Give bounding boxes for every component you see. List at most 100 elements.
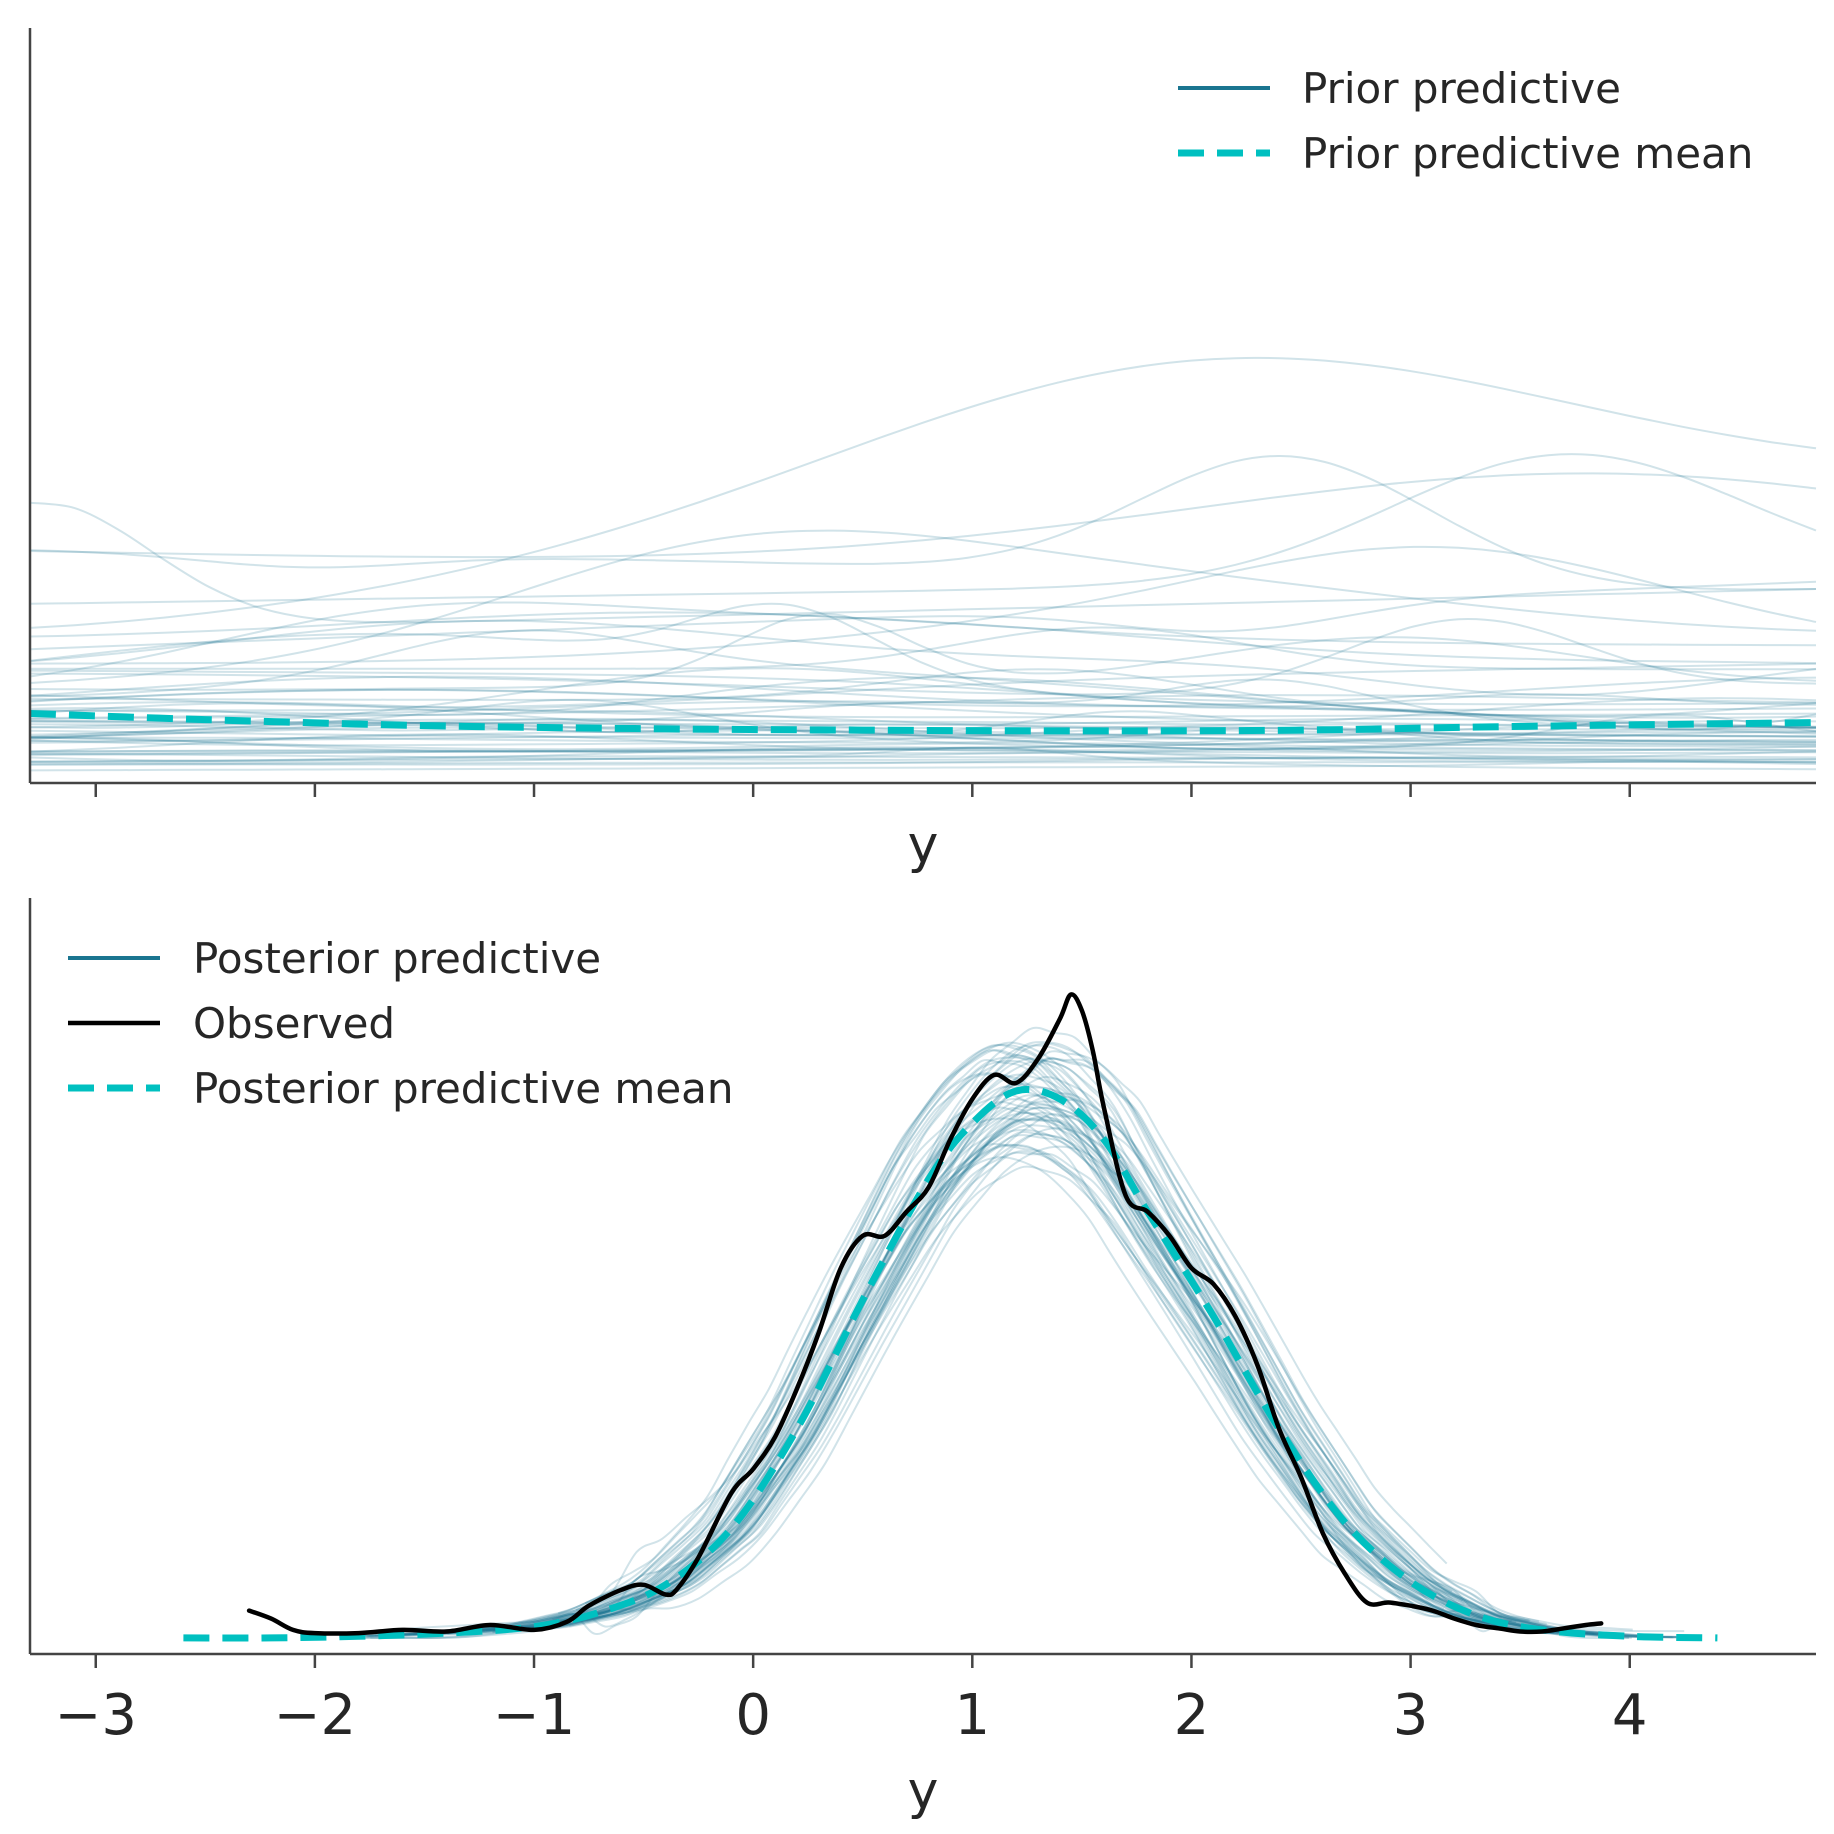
- posterior-predictive-sample-line: [382, 1054, 1513, 1637]
- prior-predictive-sample-line: [29, 669, 1817, 731]
- prior-predictive-sample-line: [29, 629, 1817, 728]
- posterior-x-tick-label: −3: [54, 1683, 137, 1748]
- prior-predictive-sample-line: [30, 748, 1817, 763]
- posterior-predictive-sample-line: [492, 1075, 1645, 1637]
- posterior-predictive-sample-line: [366, 1145, 1643, 1638]
- legend-label-prior-predictive-mean: Prior predictive mean: [1302, 129, 1753, 178]
- posterior-predictive-sample-line: [557, 1059, 1480, 1624]
- prior-predictive-sample-line: [29, 708, 1817, 738]
- posterior-predictive-sample-line: [543, 1050, 1448, 1629]
- posterior-predictive-sample-line: [542, 1094, 1529, 1630]
- posterior-predictive-sample-line: [510, 1143, 1506, 1628]
- prior-predictive-sample-line: [29, 453, 1817, 605]
- posterior-predictive-sample-line: [515, 1111, 1453, 1631]
- prior-predictive-panel: y Prior predictive Prior predictive mean: [28, 28, 1817, 875]
- posterior-legend: Posterior predictive Observed Posterior …: [68, 934, 734, 1113]
- prior-predictive-mean-line: [29, 710, 1817, 735]
- posterior-predictive-sample-line: [345, 1116, 1676, 1639]
- prior-x-ticks: [94, 783, 1631, 797]
- posterior-x-tick-label: 0: [735, 1683, 771, 1748]
- posterior-predictive-sample-line: [457, 1049, 1565, 1635]
- prior-predictive-sample-line: [30, 626, 1816, 671]
- prior-predictive-sample-line: [29, 668, 1817, 719]
- prior-predictive-sample-line: [29, 694, 1817, 720]
- posterior-predictive-sample-line: [456, 1060, 1599, 1635]
- posterior-predictive-sample-line: [557, 1056, 1464, 1628]
- prior-predictive-sample-line: [29, 667, 1817, 729]
- posterior-x-ticks: −3 −2 −1 0 1 2 3 4: [54, 1654, 1648, 1748]
- posterior-x-tick-label: −2: [274, 1683, 357, 1748]
- prior-predictive-sample-line: [29, 738, 1816, 755]
- posterior-predictive-sample-line: [589, 1042, 1585, 1632]
- legend-label-observed: Observed: [193, 999, 395, 1048]
- legend-label-prior-predictive: Prior predictive: [1302, 64, 1621, 113]
- posterior-x-tick-label: 3: [1393, 1683, 1429, 1748]
- prior-predictive-sample-line: [29, 601, 1817, 678]
- prior-predictive-sample-line: [29, 755, 1817, 762]
- posterior-x-tick-label: 4: [1612, 1683, 1648, 1748]
- observed-layer: [246, 992, 1604, 1636]
- prior-predictive-sample-line: [29, 662, 1817, 709]
- posterior-predictive-sample-line: [359, 1117, 1584, 1637]
- posterior-x-tick-label: 2: [1174, 1683, 1210, 1748]
- posterior-predictive-sample-line: [360, 1056, 1571, 1637]
- prior-predictive-sample-line: [29, 545, 1817, 665]
- prior-predictive-sample-line: [29, 676, 1817, 730]
- prior-predictive-sample-line: [29, 619, 1817, 696]
- posterior-predictive-panel: −3 −2 −1 0 1 2 3 4 y Posterior predictive Obser…: [28, 898, 1816, 1821]
- posterior-predictive-sample-line: [502, 1127, 1688, 1638]
- prior-predictive-sample-line: [29, 611, 1817, 647]
- posterior-x-axis-label: y: [908, 1761, 939, 1821]
- posterior-predictive-sample-line: [569, 1113, 1531, 1627]
- prior-predictive-mean-layer: [29, 710, 1817, 735]
- posterior-predictive-sample-line: [503, 1041, 1548, 1629]
- prior-predictive-sample-line: [29, 726, 1816, 747]
- posterior-predictive-sample-line: [447, 1043, 1499, 1636]
- prior-predictive-sample-line: [29, 618, 1817, 696]
- prior-predictive-sample-line: [29, 698, 1817, 752]
- legend-label-posterior-predictive: Posterior predictive: [193, 934, 601, 983]
- posterior-predictive-sample-line: [574, 1106, 1567, 1632]
- posterior-predictive-sample-line: [374, 1106, 1517, 1633]
- posterior-x-tick-label: 1: [954, 1683, 990, 1748]
- observed-line: [246, 992, 1604, 1636]
- posterior-predictive-sample-line: [586, 1057, 1629, 1640]
- prior-predictive-sample-line: [29, 722, 1817, 753]
- prior-predictive-sample-line: [29, 728, 1817, 757]
- prior-predictive-sample-line: [29, 736, 1817, 759]
- posterior-predictive-sample-line: [384, 1099, 1503, 1638]
- legend-label-posterior-predictive-mean: Posterior predictive mean: [193, 1064, 734, 1113]
- prior-predictive-sample-line: [29, 472, 1817, 559]
- prior-predictive-sample-line: [29, 750, 1817, 763]
- prior-predictive-sample-line: [29, 733, 1817, 746]
- prior-predictive-sample-line: [29, 707, 1817, 738]
- prior-predictive-sample-line: [29, 729, 1817, 748]
- prior-predictive-sample-line: [29, 678, 1817, 735]
- prior-predictive-sample-line: [29, 746, 1817, 771]
- prior-predictive-sample-line: [29, 752, 1817, 761]
- prior-predictive-sample-line: [29, 736, 1817, 753]
- posterior-predictive-mean-line: [183, 1085, 1718, 1642]
- prior-predictive-sample-line: [29, 756, 1817, 766]
- prior-predictive-sample-line: [29, 717, 1817, 752]
- prior-predictive-sample-line: [29, 710, 1817, 744]
- prior-predictive-sample-line: [29, 676, 1817, 708]
- posterior-predictive-sample-line: [516, 1092, 1633, 1631]
- prior-predictive-sample-line: [29, 760, 1817, 766]
- posterior-predictive-sample-line: [485, 1131, 1596, 1635]
- prior-x-axis-label: y: [908, 815, 939, 875]
- prior-predictive-sample-line: [29, 454, 1817, 591]
- prior-predictive-sample-line: [29, 729, 1817, 743]
- posterior-predictive-sample-line: [499, 1143, 1559, 1635]
- prior-predictive-sample-line: [29, 529, 1817, 684]
- posterior-predictive-sample-line: [477, 1093, 1582, 1635]
- prior-predictive-sample-line: [29, 714, 1817, 751]
- prior-predictive-sample-line: [29, 697, 1817, 732]
- posterior-x-tick-label: −1: [493, 1683, 576, 1748]
- prior-predictive-sample-line: [29, 613, 1817, 691]
- prior-predictive-sample-line: [29, 580, 1817, 651]
- posterior-predictive-mean-layer: [183, 1085, 1718, 1642]
- prior-predictive-sample-line: [29, 717, 1817, 729]
